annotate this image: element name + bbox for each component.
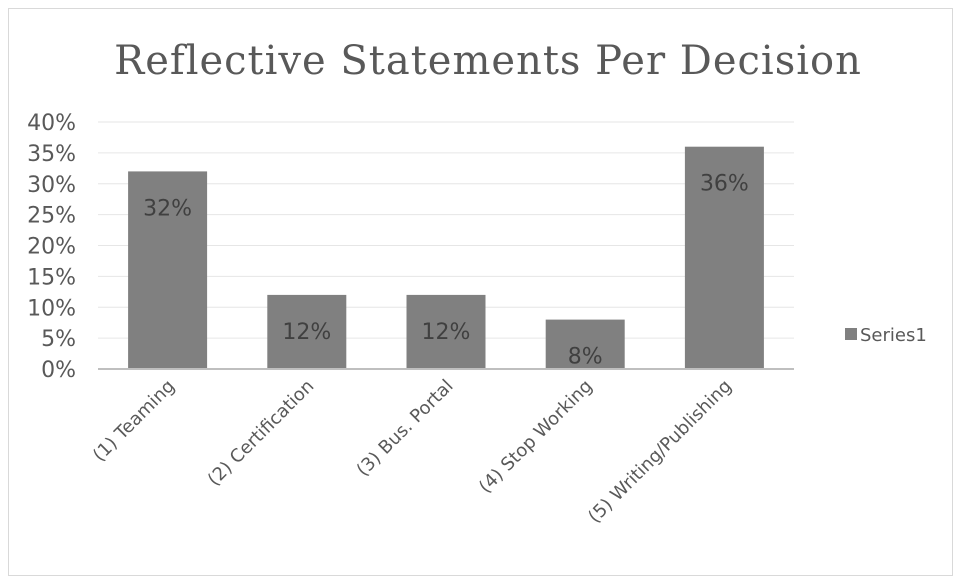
- x-tick-label: (1) Teaming: [89, 376, 179, 466]
- legend-label-series1: Series1: [860, 325, 927, 346]
- data-label: 8%: [568, 345, 603, 370]
- y-tick-label: 15%: [27, 265, 76, 290]
- y-tick-label: 35%: [27, 142, 76, 167]
- gridlines: [98, 121, 794, 339]
- bars: [128, 146, 764, 369]
- y-tick-label: 30%: [27, 173, 76, 198]
- y-tick-label: 10%: [27, 296, 76, 321]
- legend-swatch-series1: [845, 328, 857, 340]
- bar: [545, 319, 625, 369]
- data-label: 12%: [282, 320, 331, 345]
- x-tick-label: (2) Certification: [204, 376, 319, 491]
- y-tick-label: 5%: [41, 327, 76, 352]
- y-axis-tick-labels: 0% 5% 10% 15% 20% 25% 30% 35% 40%: [27, 111, 76, 383]
- y-tick-label: 25%: [27, 204, 76, 229]
- y-tick-label: 20%: [27, 235, 76, 260]
- bar: [267, 294, 347, 369]
- chart-title: Reflective Statements Per Decision: [114, 38, 862, 84]
- legend: Series1: [845, 325, 927, 346]
- y-tick-label: 40%: [27, 111, 76, 136]
- data-labels: 32% 12% 12% 8% 36%: [143, 172, 749, 370]
- x-tick-label: (3) Bus. Portal: [353, 376, 458, 481]
- data-label: 12%: [422, 320, 471, 345]
- data-label: 36%: [700, 172, 749, 197]
- bar: [128, 171, 208, 369]
- x-axis-tick-labels: (1) Teaming (2) Certification (3) Bus. Por…: [89, 376, 736, 528]
- bar: [406, 294, 486, 369]
- x-tick-label: (4) Stop Working: [475, 376, 597, 498]
- data-label: 32%: [143, 196, 192, 221]
- x-tick-label: (5) Writing/Publishing: [584, 376, 736, 528]
- bar: [684, 146, 764, 369]
- y-tick-label: 0%: [41, 358, 76, 383]
